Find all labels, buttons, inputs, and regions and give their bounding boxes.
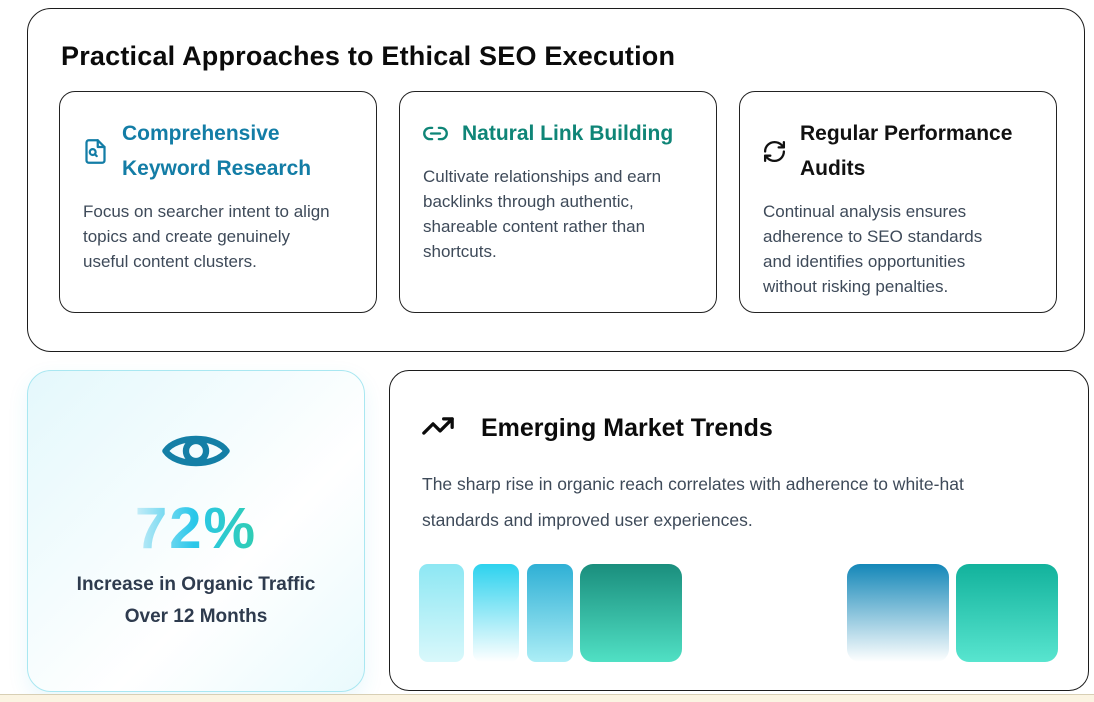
- trending-up-icon: [421, 409, 455, 448]
- card-title: Natural Link Building: [462, 122, 674, 145]
- trends-body: The sharp rise in organic reach correlat…: [422, 474, 964, 530]
- card-body: Continual analysis ensures adherence to …: [763, 202, 983, 296]
- card-body: Focus on searcher intent to align topics…: [83, 202, 330, 271]
- trends-title: Emerging Market Trends: [481, 414, 773, 442]
- stat-label-line1: Increase in Organic Traffic: [76, 574, 316, 595]
- refresh-icon: [762, 139, 787, 164]
- card-natural-link-building: Natural Link Building Cultivate relation…: [399, 91, 717, 313]
- approach-cards-row: Comprehensive Keyword Research Focus on …: [59, 91, 1057, 313]
- card-body: Cultivate relationships and earn backlin…: [423, 167, 662, 261]
- stat-label: Increase in Organic Traffic Over 12 Mont…: [77, 569, 316, 633]
- link-icon: [422, 120, 449, 147]
- trend-bar-2: [473, 564, 519, 662]
- emerging-market-trends-card: Emerging Market Trends The sharp rise in…: [389, 370, 1089, 691]
- trends-header: Emerging Market Trends: [421, 409, 773, 448]
- trend-bar-4: [580, 564, 682, 662]
- organic-traffic-stat-card: 72% Increase in Organic Traffic Over 12 …: [27, 370, 365, 692]
- page-bottom-strip: [0, 694, 1094, 702]
- card-title: Regular Performance Audits: [800, 122, 1013, 180]
- card-header: Comprehensive Keyword Research: [82, 116, 354, 186]
- card-header: Natural Link Building: [422, 116, 694, 151]
- card-title: Comprehensive Keyword Research: [122, 122, 312, 180]
- ethical-seo-section: Practical Approaches to Ethical SEO Exec…: [27, 8, 1085, 352]
- gradient-bars-chart: [390, 371, 1088, 690]
- file-search-icon: [82, 138, 109, 165]
- card-comprehensive-keyword-research: Comprehensive Keyword Research Focus on …: [59, 91, 377, 313]
- trend-bar-6: [956, 564, 1058, 662]
- stat-label-line2: Over 12 Months: [124, 606, 268, 627]
- card-header: Regular Performance Audits: [762, 116, 1034, 186]
- card-regular-performance-audits: Regular Performance Audits Continual ana…: [739, 91, 1057, 313]
- trend-bar-5: [847, 564, 949, 662]
- trend-bar-1: [419, 564, 464, 662]
- trend-bar-3: [527, 564, 573, 662]
- page-title: Practical Approaches to Ethical SEO Exec…: [61, 41, 676, 71]
- eye-icon: [160, 427, 232, 475]
- stat-value: 72%: [134, 496, 258, 561]
